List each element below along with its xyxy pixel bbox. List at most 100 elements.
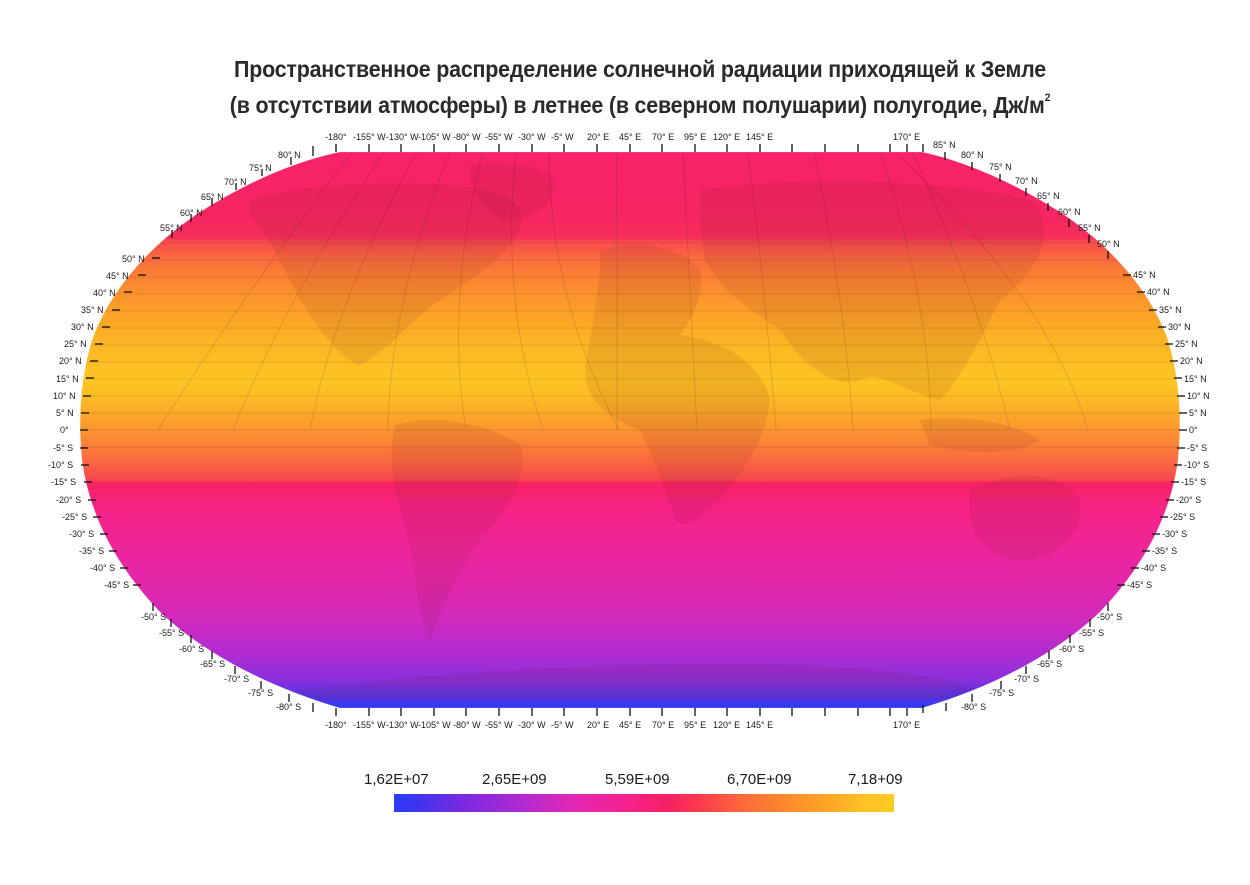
lat-label: 80° N <box>961 150 984 160</box>
lat-label: 60° N <box>180 208 203 218</box>
lat-label: 5° N <box>1189 408 1207 418</box>
lat-label: 75° N <box>989 162 1012 172</box>
bottom-longitude-ticks <box>312 703 924 716</box>
lat-label: -35° S <box>79 546 105 556</box>
lon-label: -155° W <box>353 132 386 142</box>
lat-label: -40° S <box>1141 563 1167 573</box>
lat-label: 45° N <box>1133 270 1156 280</box>
lat-label: 0° <box>1189 425 1198 435</box>
lat-label: -70° S <box>224 674 250 684</box>
lat-label: -80° S <box>276 702 302 712</box>
lat-label: 40° N <box>1147 287 1170 297</box>
lon-label: -180° <box>325 720 347 730</box>
chart-title-line-1: Пространственное распределение солнечной… <box>234 56 1046 82</box>
chart-title-line-2: (в отсутствии атмосферы) в летнее (в сев… <box>229 92 1051 118</box>
lat-label: 45° N <box>106 271 129 281</box>
lat-label: 65° N <box>1037 191 1060 201</box>
lon-label: -5° W <box>551 132 574 142</box>
lat-label: 80° N <box>278 150 301 160</box>
lat-label: -15° S <box>1181 477 1207 487</box>
lat-label: -10° S <box>48 460 74 470</box>
lon-label: 45° E <box>619 132 642 142</box>
lat-label: -25° S <box>62 512 88 522</box>
lat-label: 15° N <box>1184 374 1207 384</box>
lat-label: 35° N <box>81 305 104 315</box>
lat-label: -30° S <box>69 529 95 539</box>
lon-label: -5° W <box>551 720 574 730</box>
lat-label: 15° N <box>56 374 79 384</box>
lon-label: 70° E <box>652 720 675 730</box>
lon-label: -55° W <box>485 720 513 730</box>
lon-label: 120° E <box>713 720 741 730</box>
chart-title: Пространственное распределение солнечной… <box>45 55 1235 120</box>
lat-label: 50° N <box>1097 239 1120 249</box>
unit-superscript: 2 <box>1044 92 1051 104</box>
lat-label: 25° N <box>1175 339 1198 349</box>
lat-label: -5° S <box>1187 443 1208 453</box>
legend-label-max: 7,18+09 <box>848 771 903 788</box>
lat-label: 75° N <box>249 163 272 173</box>
lat-label: -50° S <box>141 612 167 622</box>
lon-label: 20° E <box>587 720 610 730</box>
lon-label: 95° E <box>684 132 707 142</box>
legend-label-4: 6,70E+09 <box>727 771 792 788</box>
lon-label: -55° W <box>485 132 513 142</box>
lat-label: -55° S <box>159 628 185 638</box>
lon-label: -80° W <box>453 720 481 730</box>
lon-label: -80° W <box>453 132 481 142</box>
legend-label-min: 1,62E+07 <box>364 771 429 788</box>
lat-label: 35° N <box>1159 305 1182 315</box>
lon-label: 145° E <box>746 720 774 730</box>
lat-label: 25° N <box>64 339 87 349</box>
lon-label: -130° W <box>386 720 419 730</box>
lat-label: 30° N <box>71 322 94 332</box>
right-latitude-ticks <box>944 152 1187 711</box>
continents-overlay <box>250 163 1081 700</box>
left-latitude-ticks <box>80 157 292 702</box>
lon-label: 170° E <box>893 132 921 142</box>
top-longitude-ticks <box>312 144 924 156</box>
lon-label: -30° W <box>518 720 546 730</box>
longitude-gridlines <box>157 152 1089 431</box>
lat-label: -45° S <box>1127 580 1153 590</box>
lon-label: -30° W <box>518 132 546 142</box>
radiation-field <box>80 152 1180 708</box>
lat-label: -25° S <box>1170 512 1196 522</box>
lon-label: -180° <box>325 132 347 142</box>
lat-label: -80° S <box>961 702 987 712</box>
lat-label: 5° N <box>56 408 74 418</box>
lat-label: -5° S <box>53 443 74 453</box>
lon-label: 120° E <box>713 132 741 142</box>
lat-label: 70° N <box>1015 176 1038 186</box>
lat-label: -65° S <box>1037 659 1063 669</box>
lon-label: 95° E <box>684 720 707 730</box>
lat-label: 60° N <box>1058 207 1081 217</box>
lat-label: 55° N <box>160 223 183 233</box>
lon-label: 145° E <box>746 132 774 142</box>
lon-label: 45° E <box>619 720 642 730</box>
lat-label: -20° S <box>56 495 82 505</box>
lat-label: -65° S <box>200 659 226 669</box>
lon-label: -155° W <box>353 720 386 730</box>
lat-label: -75° S <box>989 688 1015 698</box>
lat-label: 70° N <box>224 177 247 187</box>
lat-label: 30° N <box>1168 322 1191 332</box>
lat-label: -35° S <box>1152 546 1178 556</box>
lon-label: -130° W <box>386 132 419 142</box>
lat-label: 55° N <box>1078 223 1101 233</box>
lon-label: 20° E <box>587 132 610 142</box>
lat-label: -10° S <box>1184 460 1210 470</box>
lat-label: 0° <box>60 425 69 435</box>
lon-label: -105° W <box>418 132 451 142</box>
lat-label: 20° N <box>59 356 82 366</box>
lat-label: -60° S <box>1059 644 1085 654</box>
latitude-gridlines <box>80 242 1180 448</box>
lat-label: 40° N <box>93 288 116 298</box>
lat-label: -75° S <box>248 688 274 698</box>
lat-label: -70° S <box>1014 674 1040 684</box>
lon-label: 70° E <box>652 132 675 142</box>
lat-label: -60° S <box>179 644 205 654</box>
lat-label: 85° N <box>933 140 956 150</box>
lat-label: 65° N <box>201 192 224 202</box>
